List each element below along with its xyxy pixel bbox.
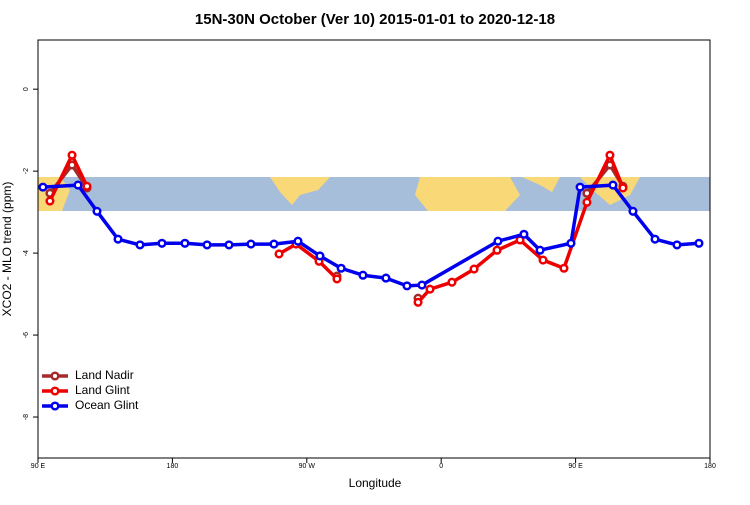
- point: [493, 236, 503, 246]
- point: [269, 239, 279, 249]
- point: [358, 270, 368, 280]
- x-tick-label: 180: [167, 463, 179, 470]
- legend-label: Land Glint: [75, 383, 130, 397]
- legend-marker: [50, 386, 60, 396]
- point: [413, 297, 423, 307]
- point: [538, 255, 548, 265]
- point: [402, 281, 412, 291]
- y-tick-label: -6: [23, 332, 30, 338]
- point: [492, 245, 502, 255]
- point: [559, 263, 569, 273]
- x-tick-label: 90 E: [31, 463, 46, 470]
- y-axis-label: XCO2 - MLO trend (ppm): [0, 182, 14, 317]
- point: [202, 240, 212, 250]
- x-tick-label: 180: [704, 463, 716, 470]
- point: [73, 180, 83, 190]
- series-line: [42, 183, 700, 288]
- plot-frame: [37, 39, 711, 459]
- point: [67, 150, 77, 160]
- legend-marker: [50, 371, 60, 381]
- point: [618, 183, 628, 193]
- point: [447, 277, 457, 287]
- x-tick-label: 90 E: [568, 463, 583, 470]
- point: [332, 274, 342, 284]
- point: [417, 280, 427, 290]
- point: [575, 182, 585, 192]
- point: [381, 273, 391, 283]
- point: [135, 240, 145, 250]
- point: [38, 182, 48, 192]
- point: [469, 264, 479, 274]
- x-tick-label: 0: [439, 463, 443, 470]
- point: [293, 236, 303, 246]
- point: [605, 150, 615, 160]
- point: [92, 206, 102, 216]
- point: [672, 240, 682, 250]
- y-tick-label: -8: [23, 414, 30, 420]
- y-tick-label: -2: [23, 168, 30, 174]
- y-tick-label: -4: [23, 250, 30, 256]
- point: [582, 197, 592, 207]
- point: [224, 240, 234, 250]
- legend-label: Land Nadir: [75, 368, 134, 382]
- point: [315, 251, 325, 261]
- point: [157, 238, 167, 248]
- point: [113, 234, 123, 244]
- chart-title: 15N-30N October (Ver 10) 2015-01-01 to 2…: [195, 11, 555, 28]
- point: [650, 234, 660, 244]
- point: [274, 249, 284, 259]
- point: [566, 238, 576, 248]
- point: [694, 238, 704, 248]
- point: [246, 239, 256, 249]
- point: [336, 263, 346, 273]
- point: [535, 245, 545, 255]
- point: [425, 284, 435, 294]
- point: [628, 206, 638, 216]
- point: [519, 229, 529, 239]
- point: [608, 180, 618, 190]
- legend-label: Ocean Glint: [75, 398, 139, 412]
- x-tick-label: 90 W: [299, 463, 316, 470]
- point: [45, 196, 55, 206]
- point: [82, 181, 92, 191]
- point: [180, 238, 190, 248]
- y-tick-label: 0: [23, 87, 30, 91]
- legend-marker: [50, 401, 60, 411]
- x-axis-label: Longitude: [349, 476, 402, 490]
